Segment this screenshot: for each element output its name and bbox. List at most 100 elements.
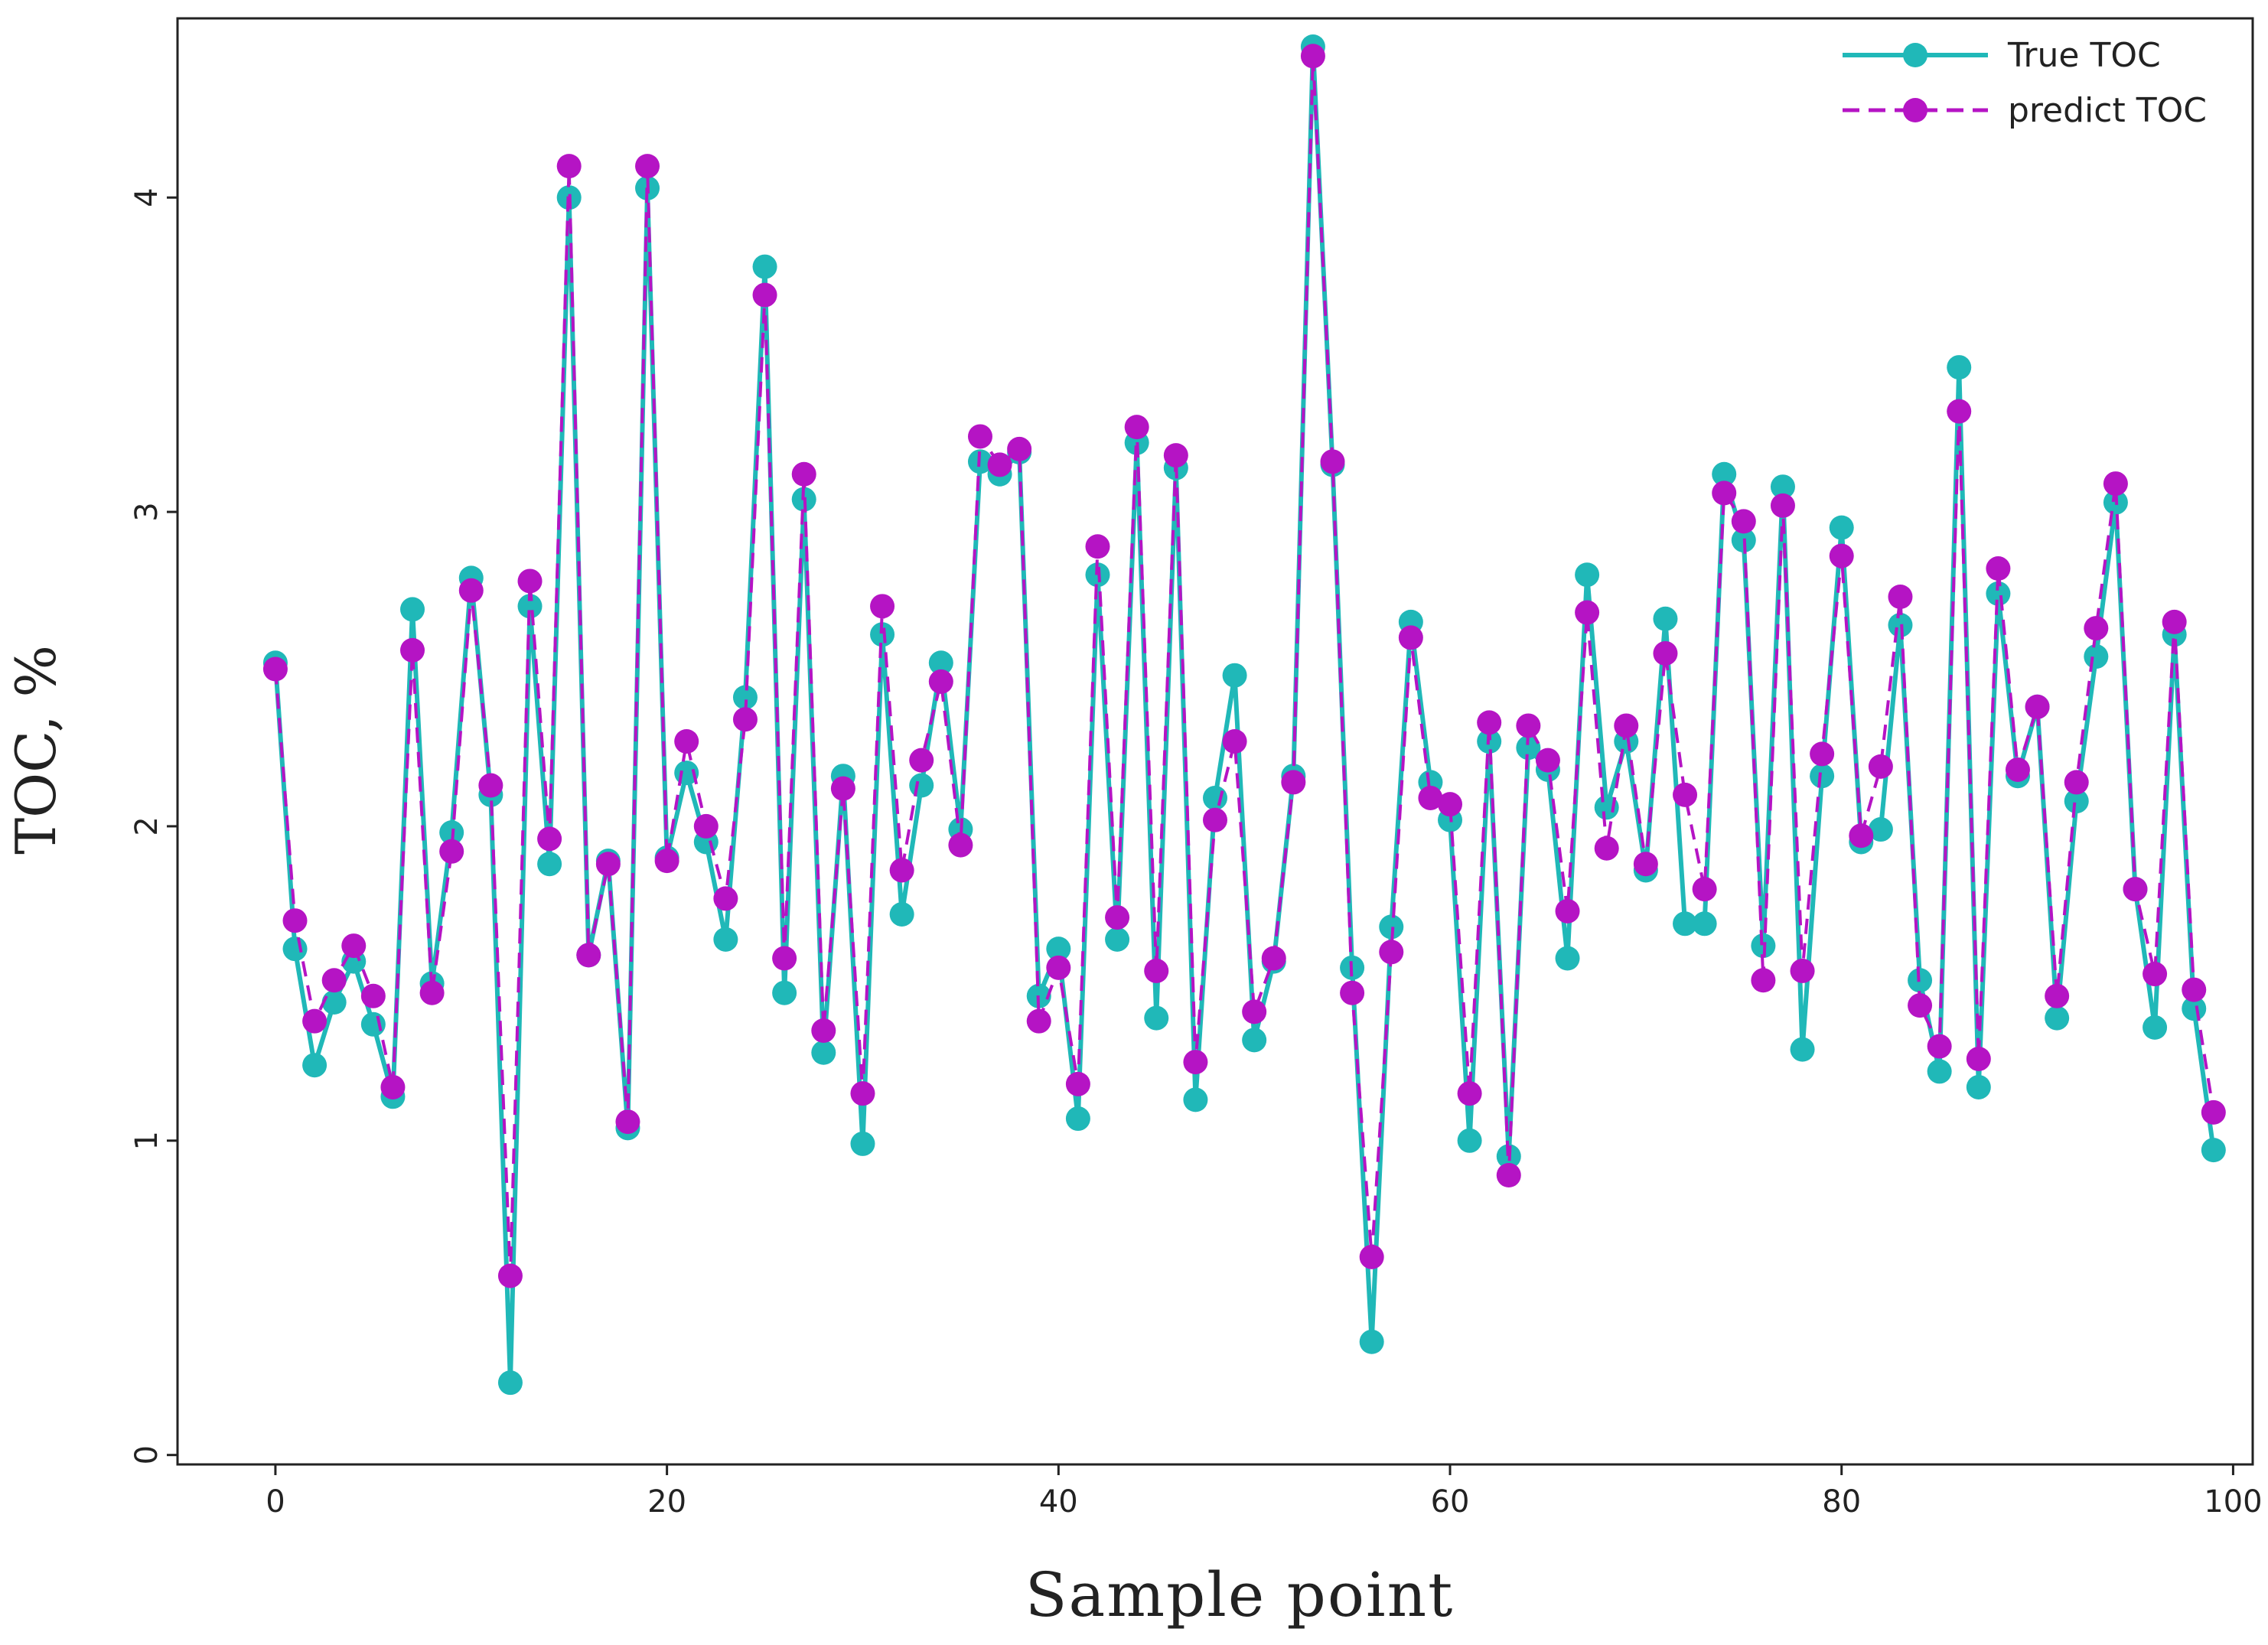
data-point-predict-toc <box>967 424 992 449</box>
data-point-predict-toc <box>2143 962 2168 987</box>
data-point-predict-toc <box>1810 741 1835 767</box>
data-point-true-toc <box>889 901 914 927</box>
data-point-predict-toc <box>889 858 914 883</box>
data-point-predict-toc <box>752 282 777 308</box>
data-point-true-toc <box>1790 1037 1815 1062</box>
series-line-predict-toc <box>273 54 2215 1278</box>
data-point-true-toc <box>811 1040 836 1065</box>
data-point-predict-toc <box>1947 399 1972 424</box>
data-point-predict-toc <box>1966 1046 1991 1071</box>
legend-marker-predict-toc <box>1903 98 1927 122</box>
data-point-true-toc <box>1966 1074 1991 1099</box>
legend-marker-true-toc <box>1903 43 1927 67</box>
data-point-true-toc <box>850 1131 875 1156</box>
data-point-true-toc <box>1379 914 1404 940</box>
data-point-predict-toc <box>1124 415 1149 440</box>
y-tick-label: 1 <box>129 1131 165 1150</box>
data-point-true-toc <box>400 597 425 622</box>
data-point-predict-toc <box>693 813 719 839</box>
y-tick-label: 4 <box>129 187 165 207</box>
data-point-predict-toc <box>321 968 347 993</box>
data-point-true-toc <box>1986 581 2011 606</box>
data-point-true-toc <box>870 622 895 647</box>
data-point-true-toc <box>2064 789 2089 814</box>
data-point-predict-toc <box>2064 770 2089 795</box>
data-point-predict-toc <box>1868 754 1893 779</box>
data-point-true-toc <box>1359 1329 1384 1354</box>
data-point-predict-toc <box>2123 877 2148 902</box>
data-point-predict-toc <box>1633 852 1658 877</box>
series-predict-toc <box>262 44 2226 1288</box>
data-point-predict-toc <box>556 154 582 179</box>
data-point-true-toc <box>1144 1005 1169 1031</box>
data-point-predict-toc <box>1261 946 1286 971</box>
data-point-predict-toc <box>1888 585 1913 609</box>
y-tick-label: 2 <box>129 816 165 836</box>
data-point-predict-toc <box>1986 556 2011 581</box>
x-tick-label: 80 <box>1822 1484 1861 1520</box>
data-point-true-toc <box>497 1370 523 1396</box>
data-point-true-toc <box>2143 1015 2168 1040</box>
data-point-true-toc <box>1810 764 1835 789</box>
data-point-predict-toc <box>1790 958 1815 983</box>
data-point-predict-toc <box>1653 640 1678 666</box>
data-point-predict-toc <box>1163 443 1188 468</box>
data-point-predict-toc <box>1183 1050 1208 1075</box>
data-point-true-toc <box>928 650 953 676</box>
data-point-predict-toc <box>1908 993 1933 1018</box>
data-point-predict-toc <box>1418 785 1443 810</box>
data-point-predict-toc <box>1712 480 1737 506</box>
data-point-predict-toc <box>2084 616 2109 641</box>
data-point-predict-toc <box>1516 713 1541 738</box>
data-point-true-toc <box>1770 474 1795 500</box>
data-point-predict-toc <box>615 1109 640 1135</box>
data-point-true-toc <box>732 685 758 710</box>
data-point-predict-toc <box>772 946 797 971</box>
legend-label-true-toc: True TOC <box>2007 36 2161 75</box>
data-point-predict-toc <box>419 980 445 1005</box>
data-point-predict-toc <box>1144 958 1169 983</box>
data-point-predict-toc <box>458 578 484 603</box>
x-tick-label: 20 <box>647 1484 686 1520</box>
data-point-true-toc <box>1653 606 1678 631</box>
data-point-true-toc <box>1065 1106 1090 1132</box>
data-point-predict-toc <box>1751 968 1776 993</box>
data-point-true-toc <box>1829 515 1854 540</box>
data-point-true-toc <box>1868 817 1893 842</box>
data-point-predict-toc <box>830 776 855 801</box>
data-point-predict-toc <box>380 1074 406 1099</box>
y-axis-title: TOC, % <box>4 645 68 855</box>
data-point-predict-toc <box>1438 792 1463 817</box>
data-point-predict-toc <box>1065 1071 1090 1096</box>
data-point-predict-toc <box>870 594 895 619</box>
data-point-predict-toc <box>1535 748 1560 773</box>
x-tick-label: 100 <box>2204 1484 2262 1520</box>
data-point-predict-toc <box>2103 471 2128 497</box>
data-point-predict-toc <box>1105 905 1130 930</box>
data-point-predict-toc <box>2025 694 2050 719</box>
x-tick-label: 40 <box>1039 1484 1078 1520</box>
data-point-predict-toc <box>1242 999 1267 1024</box>
data-point-predict-toc <box>595 852 621 877</box>
data-point-predict-toc <box>1731 509 1756 534</box>
data-point-predict-toc <box>2201 1099 2226 1125</box>
data-point-predict-toc <box>674 729 699 754</box>
data-point-true-toc <box>1183 1087 1208 1112</box>
data-point-predict-toc <box>537 826 562 852</box>
data-point-true-toc <box>321 990 347 1015</box>
data-point-predict-toc <box>1203 807 1227 832</box>
x-axis-title: Sample point <box>1025 1559 1455 1630</box>
data-point-predict-toc <box>517 568 543 594</box>
data-point-predict-toc <box>439 839 464 864</box>
data-point-true-toc <box>713 927 738 952</box>
data-point-predict-toc <box>791 461 816 487</box>
data-point-predict-toc <box>2045 983 2070 1008</box>
data-point-true-toc <box>302 1053 327 1078</box>
data-point-true-toc <box>1947 355 1972 380</box>
data-point-predict-toc <box>262 656 288 682</box>
data-point-true-toc <box>360 1011 386 1037</box>
data-point-predict-toc <box>1692 877 1717 902</box>
data-point-true-toc <box>2182 996 2207 1021</box>
data-point-predict-toc <box>1281 770 1306 795</box>
